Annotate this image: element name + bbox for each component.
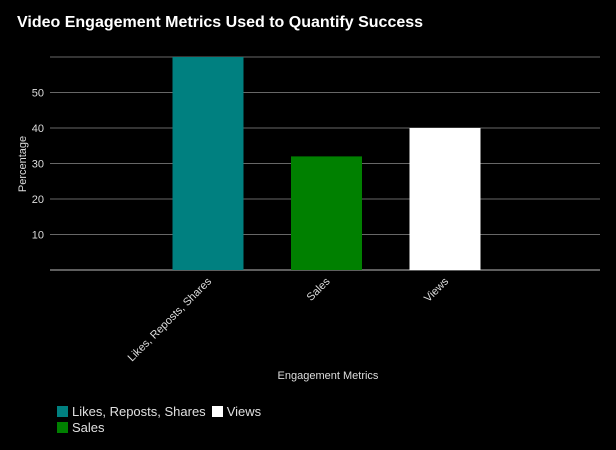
legend-swatch (57, 421, 68, 433)
legend-label: Likes, Reposts, Shares (72, 403, 206, 419)
legend-item: Sales (57, 420, 105, 435)
bar (172, 57, 244, 270)
y-tick-label: 40 (32, 123, 44, 135)
legend-swatch (57, 405, 68, 417)
legend-label: Sales (72, 419, 105, 435)
y-axis-label: Percentage (17, 136, 29, 192)
y-tick-label: 20 (32, 194, 44, 206)
x-axis-ticks: Likes, Reposts, Shares Sales Views (126, 275, 452, 364)
chart-title: Video Engagement Metrics Used to Quantif… (17, 14, 424, 31)
bar (409, 128, 481, 270)
y-tick-label: 30 (32, 159, 44, 171)
y-tick-label: 10 (32, 230, 44, 242)
x-tick-label: Likes, Reposts, Shares (126, 275, 215, 364)
legend-item: Views (211, 403, 262, 419)
bars (172, 57, 481, 270)
legend: Likes, Reposts, Shares Views Sales (57, 403, 267, 435)
legend-row: Likes, Reposts, Shares Views (57, 403, 267, 419)
legend-row: Sales (57, 419, 267, 435)
legend-swatch (211, 405, 223, 417)
bar (291, 156, 362, 270)
y-tick-label: 50 (32, 88, 44, 100)
x-tick-label: Views (422, 275, 451, 304)
y-axis-ticks: 10 20 30 40 50 (32, 88, 44, 242)
legend-item: Likes, Reposts, Shares (57, 404, 206, 419)
x-axis-label: Engagement Metrics (278, 370, 379, 382)
legend-label: Views (226, 403, 262, 419)
x-tick-label: Sales (305, 275, 333, 303)
